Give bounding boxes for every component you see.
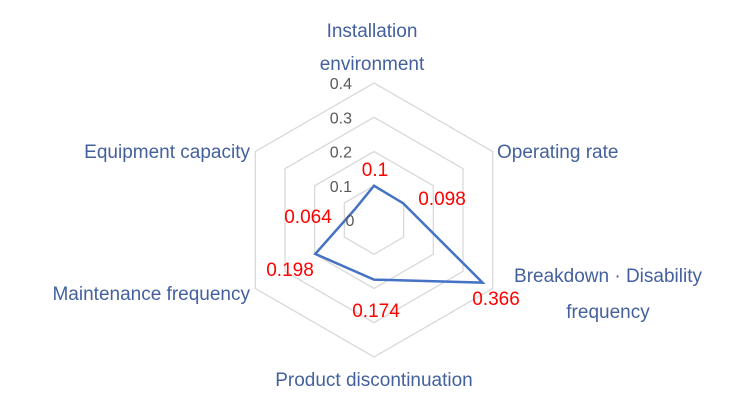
radial-tick-label: 0 xyxy=(346,213,355,230)
data-label: 0.174 xyxy=(352,301,400,322)
data-label: 0.098 xyxy=(418,189,466,210)
radial-tick-label: 0.1 xyxy=(330,179,352,196)
data-labels: 0.1 0.098 0.366 0.174 0.198 0.064 xyxy=(266,160,520,322)
grid-ring xyxy=(254,82,494,358)
radial-tick-label: 0.2 xyxy=(330,145,352,162)
category-label: Operating rate xyxy=(497,142,618,163)
category-label: Equipment capacity xyxy=(84,142,250,163)
category-label: Installation xyxy=(327,21,418,42)
radar-series xyxy=(313,184,486,285)
category-label: Maintenance frequency xyxy=(52,284,250,305)
category-label: Product discontinuation xyxy=(275,370,473,391)
series-line xyxy=(313,184,486,285)
data-label: 0.1 xyxy=(362,160,388,181)
data-label: 0.198 xyxy=(266,260,314,281)
radar-grid xyxy=(254,82,494,358)
radial-tick-labels: 0 0.1 0.2 0.3 0.4 xyxy=(330,76,355,230)
category-label: environment xyxy=(320,54,425,75)
radial-tick-label: 0.3 xyxy=(330,110,352,127)
grid-ring xyxy=(314,150,434,290)
grid-ring xyxy=(284,116,464,324)
data-label: 0.366 xyxy=(472,289,520,310)
category-label: Breakdown · Disability xyxy=(514,266,702,287)
radial-tick-label: 0.4 xyxy=(330,76,352,93)
data-label: 0.064 xyxy=(284,207,332,228)
category-labels: Installation environment Operating rate Bre… xyxy=(52,21,702,391)
category-label: frequency xyxy=(566,302,650,323)
